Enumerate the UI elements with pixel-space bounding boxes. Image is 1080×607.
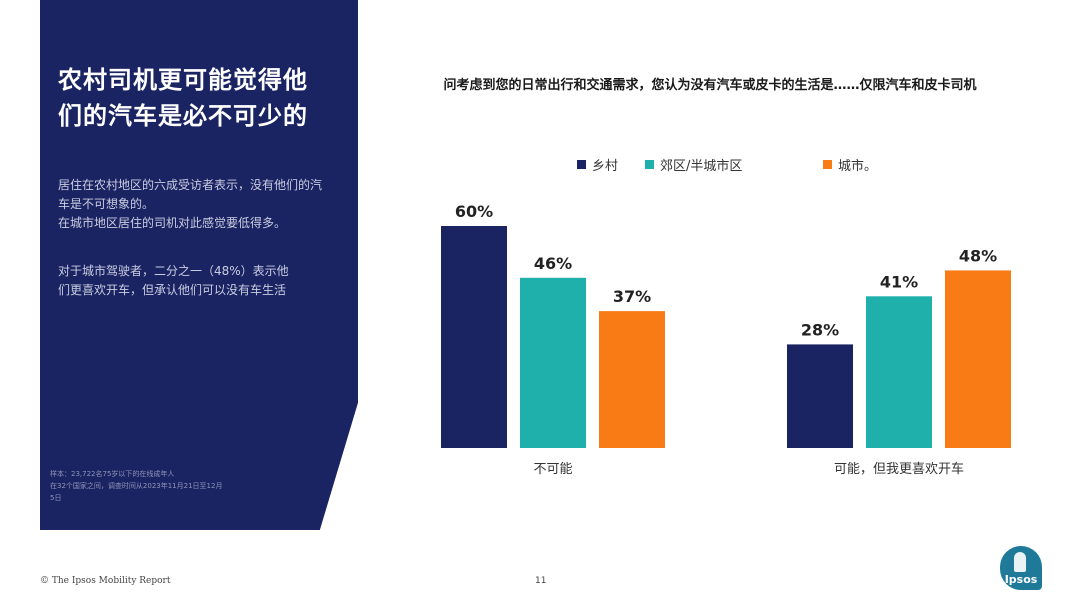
- legend-swatch-urban: [823, 160, 832, 169]
- category-label-impossible: 不可能: [533, 462, 572, 477]
- data-label-possible-prefer-driving-urban: 48%: [959, 246, 997, 265]
- legend-item-rural: 乡村: [577, 155, 618, 174]
- legend-swatch-rural: [577, 160, 586, 169]
- legend-item-urban: 城市。: [823, 155, 877, 174]
- panel-footnote-line-1: 样本：23,722名75岁以下的在线成年人: [50, 470, 175, 478]
- logo-text: Ipsos: [1004, 573, 1038, 586]
- data-label-impossible-suburban: 46%: [534, 254, 572, 273]
- data-label-possible-prefer-driving-suburban: 41%: [880, 272, 918, 291]
- panel-title-line-2: 们的汽车是必不可少的: [58, 102, 308, 130]
- panel-paragraph-3-line-1: 对于城市驾驶者，二分之一（48%）表示他: [58, 264, 289, 278]
- ipsos-logo: Ipsos: [1000, 546, 1042, 590]
- data-label-impossible-rural: 60%: [455, 202, 493, 221]
- bar-possible-prefer-driving-urban: [945, 270, 1011, 448]
- bar-possible-prefer-driving-rural: [787, 344, 853, 448]
- panel-title: 农村司机更可能觉得他 们的汽车是必不可少的: [58, 62, 338, 134]
- bar-possible-prefer-driving-suburban: [866, 296, 932, 448]
- legend-label-rural: 乡村: [592, 159, 619, 174]
- panel-paragraph-1: 居住在农村地区的六成受访者表示，没有他们的汽 车是不可想象的。: [58, 176, 348, 214]
- data-label-impossible-urban: 37%: [613, 287, 651, 306]
- panel-footnote-line-2: 在32个国家之间，调查时间从2023年11月21日至12月: [50, 482, 223, 490]
- legend-label-urban: 城市。: [838, 159, 878, 174]
- panel-paragraph-1-line-1: 居住在农村地区的六成受访者表示，没有他们的汽: [58, 178, 323, 192]
- panel-paragraph-3-line-2: 们更喜欢开车，但承认他们可以没有车生活: [58, 283, 287, 297]
- panel-paragraph-2: 在城市地区居住的司机对此感觉要低得多。: [58, 216, 287, 230]
- category-label-possible-prefer-driving: 可能，但我更喜欢开车: [834, 461, 964, 477]
- page-number: 11: [535, 576, 547, 586]
- bar-impossible-urban: [599, 311, 665, 448]
- bar-impossible-suburban: [520, 277, 586, 448]
- panel-paragraph-1-line-2: 车是不可想象的。: [58, 197, 155, 211]
- panel-footnote-line-3: 5日: [50, 494, 62, 502]
- chart-title: 问考虑到您的日常出行和交通需求，您认为没有汽车或皮卡的生活是……仅限汽车和皮卡司…: [443, 78, 977, 93]
- footer-copyright: © The Ipsos Mobility Report: [40, 576, 171, 586]
- logo-mark-icon: [1014, 552, 1026, 572]
- chart-legend: 乡村 郊区/半城市区 城市。: [0, 155, 1080, 174]
- legend-item-suburban: 郊区/半城市区: [645, 155, 742, 174]
- legend-label-suburban: 郊区/半城市区: [660, 159, 743, 174]
- panel-paragraph-3: 对于城市驾驶者，二分之一（48%）表示他 们更喜欢开车，但承认他们可以没有车生活: [58, 262, 348, 300]
- panel-title-line-1: 农村司机更可能觉得他: [58, 66, 308, 94]
- legend-swatch-suburban: [645, 160, 654, 169]
- data-label-possible-prefer-driving-rural: 28%: [801, 320, 839, 339]
- panel-footnote: 样本：23,722名75岁以下的在线成年人 在32个国家之间，调查时间从2023…: [50, 468, 340, 504]
- bar-impossible-rural: [441, 226, 507, 448]
- left-panel: 农村司机更可能觉得他 们的汽车是必不可少的 居住在农村地区的六成受访者表示，没有…: [40, 0, 358, 530]
